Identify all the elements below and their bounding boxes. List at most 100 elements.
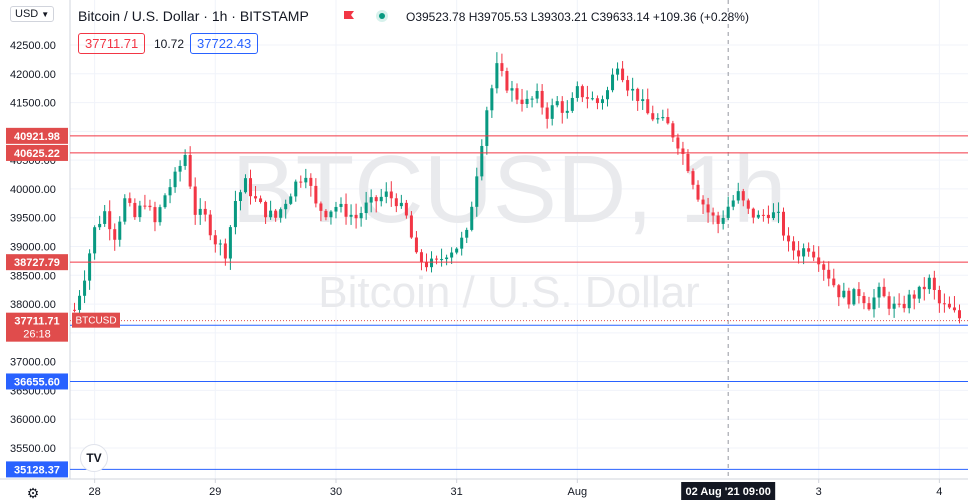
candle-body — [163, 195, 167, 208]
x-tick-label: 30 — [330, 486, 342, 498]
candle-body — [616, 68, 620, 75]
support-label-box — [6, 373, 68, 390]
candle-body — [807, 248, 811, 252]
candle-body — [731, 200, 735, 207]
candle-body — [952, 307, 956, 311]
candle-body — [218, 243, 222, 245]
candle-body — [947, 303, 951, 308]
crosshair-time-box — [681, 482, 776, 500]
candle-body — [213, 235, 217, 245]
sell-button[interactable]: 37711.71 — [78, 33, 146, 54]
y-tick-label: 37000.00 — [10, 357, 56, 369]
x-tick-label: 4 — [936, 486, 942, 498]
buy-button[interactable]: 37722.43 — [190, 33, 259, 54]
candle-body — [711, 212, 715, 216]
watermark-name: Bitcoin / U.S. Dollar — [318, 268, 699, 317]
candle-body — [485, 110, 489, 146]
candle-body — [228, 227, 232, 259]
gear-icon[interactable]: ⚙ — [26, 485, 40, 501]
candle-body — [570, 97, 574, 111]
y-tick-label: 36000.00 — [10, 414, 56, 426]
candle-body — [319, 203, 323, 211]
candle-body — [324, 210, 328, 218]
candle-body — [208, 214, 212, 236]
candle-body — [651, 113, 655, 120]
candle-body — [233, 200, 237, 228]
candle-body — [771, 212, 775, 219]
x-tick-label: 28 — [89, 486, 101, 498]
candle-body — [269, 210, 273, 218]
candle-body — [445, 257, 449, 260]
candle-body — [646, 99, 650, 114]
candle-body — [409, 215, 413, 238]
candle-body — [535, 90, 539, 99]
candle-body — [450, 252, 454, 258]
candle-body — [907, 294, 911, 309]
candle-body — [872, 297, 876, 310]
candle-body — [912, 294, 916, 299]
candle-body — [746, 200, 750, 209]
candle-body — [118, 221, 122, 240]
candle-body — [862, 296, 866, 304]
crosshair-time-label: 02 Aug '21 09:00 — [685, 486, 770, 498]
bar-countdown-label: 26:18 — [23, 329, 51, 341]
candle-body — [922, 286, 926, 290]
candle-body — [606, 90, 610, 100]
candle-body — [917, 286, 921, 299]
candle-body — [279, 209, 283, 218]
candle-body — [203, 208, 207, 215]
candle-body — [887, 296, 891, 309]
candle-body — [389, 191, 393, 199]
candle-body — [802, 248, 806, 257]
candle-body — [792, 241, 796, 251]
candle-body — [797, 250, 801, 257]
candle-body — [364, 202, 368, 214]
candle-body — [430, 258, 434, 268]
candle-body — [238, 192, 242, 201]
candle-body — [555, 101, 559, 106]
candle-body — [465, 229, 469, 238]
candle-body — [198, 208, 202, 215]
x-tick-label: 29 — [209, 486, 221, 498]
tradingview-logo[interactable]: TV — [80, 444, 108, 472]
candle-body — [656, 118, 660, 120]
candle-body — [827, 269, 831, 279]
candle-body — [480, 145, 484, 177]
symbol-menu-button[interactable]: USD ▼ — [10, 6, 55, 22]
candle-body — [133, 202, 137, 218]
symbol-tag-box — [72, 312, 120, 328]
candle-body — [902, 303, 906, 309]
candle-body — [284, 203, 288, 210]
candle-body — [419, 252, 423, 263]
candle-body — [706, 204, 710, 213]
current-price-label: 37711.71 — [14, 316, 59, 328]
candle-body — [264, 202, 268, 218]
candle-body — [641, 99, 645, 102]
candle-body — [867, 303, 871, 310]
support-label-box — [6, 461, 68, 478]
candle-body — [424, 262, 428, 268]
candle-body — [716, 215, 720, 224]
candle-body — [88, 253, 92, 281]
candle-body — [701, 199, 705, 205]
candle-body — [540, 90, 544, 108]
candle-body — [223, 243, 227, 259]
resistance-label: 40625.22 — [14, 148, 60, 160]
candle-body — [349, 214, 353, 217]
current-price-box — [6, 312, 68, 342]
candle-body — [148, 205, 152, 208]
candle-body — [93, 227, 97, 254]
candle-body — [812, 251, 816, 258]
candle-body — [857, 289, 861, 297]
candle-body — [852, 289, 856, 305]
y-tick-label: 41500.00 — [10, 98, 56, 110]
candle-body — [937, 289, 941, 304]
candle-body — [289, 196, 293, 204]
y-tick-label: 39500.00 — [10, 213, 56, 225]
market-status-icon[interactable] — [376, 10, 388, 22]
candle-body — [440, 259, 444, 261]
flag-icon[interactable] — [343, 10, 355, 22]
candle-body — [927, 277, 931, 290]
chevron-down-icon: ▼ — [41, 9, 50, 19]
